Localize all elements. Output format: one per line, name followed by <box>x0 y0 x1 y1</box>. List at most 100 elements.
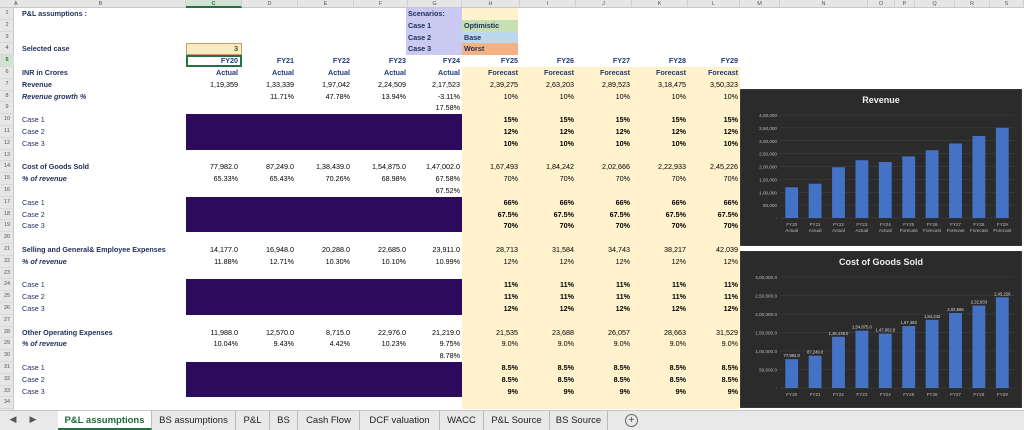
cogs-case-value[interactable]: 70% <box>559 221 574 231</box>
sga-case-value[interactable]: 11% <box>672 292 686 302</box>
ooe-case-value[interactable]: 9% <box>619 386 630 396</box>
row-header[interactable]: 3 <box>0 32 14 44</box>
cogs-case-value[interactable]: 67.5% <box>717 209 738 219</box>
row-header[interactable]: 19 <box>0 220 14 233</box>
ooe-case-value[interactable]: 8.5% <box>557 362 574 372</box>
row-header[interactable]: 26 <box>0 303 14 315</box>
column-header-o[interactable]: O <box>868 0 895 8</box>
row-header[interactable]: 5 <box>0 55 14 67</box>
ooe-case-value[interactable]: 9% <box>507 386 518 396</box>
sga-case-value[interactable]: 12% <box>503 303 518 313</box>
cogs-case-value[interactable]: 70% <box>503 221 518 231</box>
tab-bs-source[interactable]: BS Source <box>550 411 608 430</box>
tab-wacc[interactable]: WACC <box>440 411 484 430</box>
tab-cash-flow[interactable]: Cash Flow <box>298 411 360 430</box>
revenue-case-value[interactable]: 10% <box>503 138 518 148</box>
revenue-case-value[interactable]: 12% <box>503 126 518 136</box>
row-header[interactable]: 14 <box>0 161 14 174</box>
selected-case-input[interactable]: 3 <box>234 44 238 54</box>
sga-case-value[interactable]: 12% <box>559 303 574 313</box>
column-header-e[interactable]: E <box>298 0 354 8</box>
sga-case-value[interactable]: 12% <box>723 303 738 313</box>
column-header-l[interactable]: L <box>688 0 740 8</box>
row-header[interactable]: 8 <box>0 91 14 103</box>
revenue-case-value[interactable]: 10% <box>671 138 686 148</box>
column-header-g[interactable]: G <box>408 0 462 8</box>
column-header-f[interactable]: F <box>354 0 408 8</box>
sga-case-value[interactable]: 11% <box>616 292 630 302</box>
cogs-case-value[interactable]: 70% <box>723 221 738 231</box>
tab-dcf-valuation[interactable]: DCF valuation <box>360 411 440 430</box>
revenue-case-value[interactable]: 12% <box>671 126 686 136</box>
sga-case-value[interactable]: 11% <box>560 280 574 290</box>
revenue-case-value[interactable]: 15% <box>559 115 574 125</box>
row-header[interactable]: 9 <box>0 102 14 115</box>
tab-p-l-source[interactable]: P&L Source <box>484 411 550 430</box>
ooe-case-value[interactable]: 8.5% <box>613 362 630 372</box>
cogs-case-value[interactable]: 67.5% <box>665 209 686 219</box>
ooe-case-value[interactable]: 8.5% <box>669 374 686 384</box>
column-header-a[interactable]: A <box>14 0 18 8</box>
cogs-case-value[interactable]: 70% <box>671 221 686 231</box>
sga-case-value[interactable]: 11% <box>504 292 518 302</box>
row-header[interactable]: 31 <box>0 362 14 374</box>
sga-case-value[interactable]: 12% <box>671 303 686 313</box>
column-header-n[interactable]: N <box>780 0 868 8</box>
add-sheet-icon[interactable]: + <box>625 414 638 427</box>
row-header[interactable]: 2 <box>0 20 14 32</box>
row-header[interactable]: 11 <box>0 126 14 138</box>
tab-pl-assumptions[interactable]: P&L assumptions <box>58 411 152 430</box>
revenue-case-value[interactable]: 12% <box>559 126 574 136</box>
row-header[interactable]: 24 <box>0 279 14 292</box>
cogs-chart[interactable]: Cost of Goods Sold 3,00,000.0 2,50,000.0 2,… <box>740 251 1022 408</box>
ooe-case-value[interactable]: 9% <box>675 386 686 396</box>
scroll-right-icon[interactable]: ▶ <box>29 414 37 424</box>
sga-case-value[interactable]: 11% <box>724 280 738 290</box>
tab-bs[interactable]: BS <box>270 411 298 430</box>
ooe-case-value[interactable]: 8.5% <box>557 374 574 384</box>
column-header-j[interactable]: J <box>576 0 632 8</box>
cogs-case-value[interactable]: 70% <box>615 221 630 231</box>
sga-case-value[interactable]: 11% <box>560 292 574 302</box>
cogs-case-value[interactable]: 67.5% <box>497 209 518 219</box>
revenue-case-value[interactable]: 10% <box>559 138 574 148</box>
row-header[interactable]: 30 <box>0 350 14 362</box>
row-header[interactable]: 12 <box>0 138 14 150</box>
column-header-s[interactable]: S <box>990 0 1024 8</box>
row-header[interactable]: 17 <box>0 197 14 209</box>
row-header[interactable]: 13 <box>0 150 14 162</box>
ooe-case-value[interactable]: 8.5% <box>669 362 686 372</box>
row-header[interactable]: 15 <box>0 173 14 185</box>
cogs-case-value[interactable]: 66% <box>615 197 630 207</box>
column-header-c[interactable]: C <box>186 0 242 8</box>
sga-case-value[interactable]: 12% <box>615 303 630 313</box>
row-header[interactable]: 10 <box>0 114 14 126</box>
row-header[interactable]: 27 <box>0 315 14 327</box>
ooe-case-value[interactable]: 8.5% <box>721 362 738 372</box>
sga-case-value[interactable]: 11% <box>724 292 738 302</box>
revenue-case-value[interactable]: 15% <box>671 115 686 125</box>
active-cell-c5[interactable] <box>186 55 242 67</box>
ooe-case-value[interactable]: 8.5% <box>613 374 630 384</box>
sga-case-value[interactable]: 11% <box>616 280 630 290</box>
cogs-case-value[interactable]: 66% <box>671 197 686 207</box>
revenue-case-value[interactable]: 15% <box>723 115 738 125</box>
sga-case-value[interactable]: 11% <box>672 280 686 290</box>
row-header[interactable]: 23 <box>0 268 14 280</box>
column-header-q[interactable]: Q <box>915 0 955 8</box>
ooe-case-value[interactable]: 8.5% <box>501 374 518 384</box>
ooe-case-value[interactable]: 8.5% <box>501 362 518 372</box>
column-header-p[interactable]: P <box>895 0 915 8</box>
column-header-d[interactable]: D <box>242 0 298 8</box>
revenue-case-value[interactable]: 10% <box>615 138 630 148</box>
revenue-case-value[interactable]: 15% <box>615 115 630 125</box>
row-header[interactable]: 4 <box>0 43 14 56</box>
ooe-case-value[interactable]: 8.5% <box>721 374 738 384</box>
revenue-case-value[interactable]: 12% <box>615 126 630 136</box>
row-header[interactable]: 1 <box>0 8 14 20</box>
tab-p-l[interactable]: P&L <box>236 411 270 430</box>
row-header[interactable]: 32 <box>0 374 14 386</box>
column-header-i[interactable]: I <box>520 0 576 8</box>
row-header[interactable]: 28 <box>0 327 14 339</box>
row-header[interactable]: 18 <box>0 209 14 221</box>
